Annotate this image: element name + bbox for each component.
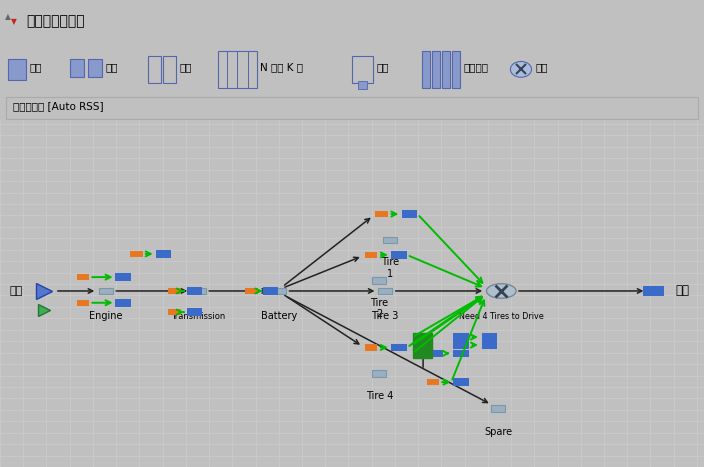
Bar xyxy=(163,56,176,83)
Text: 可修复系统模拟: 可修复系统模拟 xyxy=(27,14,85,28)
Text: Battery: Battery xyxy=(260,311,297,321)
Bar xyxy=(156,250,171,258)
Bar xyxy=(391,344,407,351)
Bar xyxy=(413,340,432,349)
Bar xyxy=(77,300,89,306)
Bar xyxy=(453,349,469,357)
Bar xyxy=(453,378,469,386)
Bar xyxy=(372,370,386,377)
Bar xyxy=(358,81,367,89)
Bar xyxy=(168,309,181,315)
Bar xyxy=(365,344,377,351)
Text: 应力共享: 应力共享 xyxy=(463,62,489,72)
Bar xyxy=(130,251,143,257)
Text: 结束: 结束 xyxy=(676,284,690,297)
Bar xyxy=(482,333,497,341)
Bar xyxy=(491,405,505,412)
Bar xyxy=(453,333,469,341)
Bar xyxy=(453,341,469,349)
Text: 系统关系图 [Auto RSS]: 系统关系图 [Auto RSS] xyxy=(13,100,103,111)
Bar xyxy=(352,56,373,83)
Bar xyxy=(372,277,386,284)
Circle shape xyxy=(486,283,516,298)
Bar xyxy=(245,288,258,294)
Bar xyxy=(391,251,407,259)
Text: Tire
2: Tire 2 xyxy=(370,298,389,319)
Bar xyxy=(432,51,440,88)
Text: Tire
1: Tire 1 xyxy=(381,257,399,278)
Bar xyxy=(148,56,161,83)
Circle shape xyxy=(510,62,532,77)
Bar xyxy=(413,333,432,341)
Text: 结点: 结点 xyxy=(535,62,548,72)
Bar xyxy=(187,287,202,295)
Bar xyxy=(187,308,202,316)
Bar xyxy=(365,252,377,258)
Bar xyxy=(378,288,392,294)
Text: Tire 3: Tire 3 xyxy=(372,311,398,321)
Bar xyxy=(263,287,278,295)
Bar xyxy=(413,349,432,358)
Bar xyxy=(375,211,388,217)
Bar xyxy=(482,341,497,349)
Text: Engine: Engine xyxy=(89,311,122,321)
Bar xyxy=(8,59,26,80)
Bar xyxy=(452,51,460,88)
Bar xyxy=(427,379,439,385)
Text: Tire 4: Tire 4 xyxy=(366,391,393,401)
Text: 串联: 串联 xyxy=(106,62,118,72)
Bar xyxy=(218,51,257,88)
Bar xyxy=(383,237,397,243)
Text: N 中取 K 个: N 中取 K 个 xyxy=(260,62,303,72)
Text: 开始: 开始 xyxy=(10,286,23,296)
Bar xyxy=(442,51,450,88)
Text: ▼: ▼ xyxy=(11,17,17,26)
Bar xyxy=(6,97,698,119)
Bar xyxy=(427,349,443,357)
Text: 备用: 备用 xyxy=(377,62,389,72)
Bar xyxy=(402,210,417,218)
Bar xyxy=(77,274,89,280)
Bar xyxy=(99,288,113,294)
Bar xyxy=(168,288,181,294)
Bar xyxy=(643,286,664,296)
Text: Need 4 Tires to Drive: Need 4 Tires to Drive xyxy=(459,312,543,321)
Bar xyxy=(422,51,430,88)
Bar xyxy=(88,59,102,77)
Bar xyxy=(115,273,131,281)
Bar xyxy=(70,59,84,77)
Text: 并联: 并联 xyxy=(180,62,192,72)
Text: 基本: 基本 xyxy=(30,62,42,72)
Text: ▲: ▲ xyxy=(5,12,11,21)
Bar xyxy=(191,288,206,294)
Text: Spare: Spare xyxy=(484,427,513,438)
Text: Transmission: Transmission xyxy=(171,312,226,321)
Bar xyxy=(115,299,131,306)
Bar xyxy=(272,288,286,294)
